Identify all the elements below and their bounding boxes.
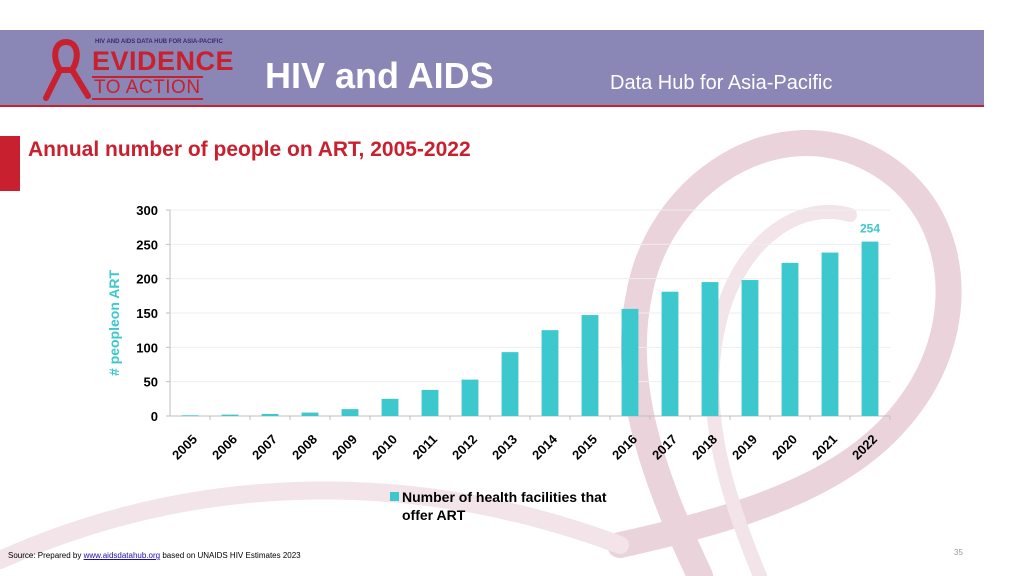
bar-2010 [381,398,399,416]
legend-label-line2: offer ART [402,507,466,523]
source-prefix: Source: Prepared by [8,551,82,560]
x-tick-label: 2017 [649,432,680,463]
title-accent-bar [0,136,20,191]
bar-2005 [181,415,199,417]
header-banner: HIV AND AIDS DATA HUB FOR ASIA-PACIFIC E… [0,30,984,107]
legend-label-line1: Number of health facilities that [402,489,607,505]
logo-word-evidence: EVIDENCE [92,46,235,76]
bar-2020 [781,262,799,416]
header-title: HIV and AIDS [265,55,494,96]
page-number: 35 [954,548,963,557]
y-tick-label: 200 [136,272,158,287]
header-subtitle: Data Hub for Asia-Pacific [610,72,833,94]
legend-swatch [390,492,399,501]
x-tick-label: 2011 [410,432,441,463]
logo-tagline: HIV AND AIDS DATA HUB FOR ASIA-PACIFIC [95,39,223,45]
bar-2009 [341,409,359,416]
bar-2022 [861,241,879,416]
red-ribbon-icon [43,39,91,101]
y-tick-label: 250 [136,237,158,252]
y-axis-label: # peopleon ART [106,270,122,376]
x-tick-label: 2010 [369,432,400,463]
bar-2018 [701,282,719,416]
bar-2014 [541,330,559,416]
bar-2015 [581,315,599,416]
bar-2017 [661,291,679,416]
data-label: 254 [860,222,880,236]
x-tick-label: 2012 [449,432,480,463]
source-link[interactable]: www.aidsdatahub.org [83,551,161,560]
chart-legend: Number of health facilities that offer A… [390,488,650,524]
x-tick-label: 2019 [729,432,760,463]
logo-word-to-action: TO ACTION [92,76,203,100]
x-tick-label: 2014 [529,431,561,463]
x-tick-label: 2013 [489,432,520,463]
x-tick-label: 2007 [249,432,280,463]
bar-2013 [501,352,519,416]
x-tick-label: 2008 [289,432,320,463]
source-note: Source: Prepared by www.aidsdatahub.org … [8,551,301,560]
x-tick-label: 2020 [769,432,800,463]
bar-2012 [461,379,479,416]
page-title: Annual number of people on ART, 2005-202… [28,138,471,161]
bar-2019 [741,280,759,416]
bar-2007 [261,413,279,416]
y-tick-label: 0 [151,409,158,424]
bar-2011 [421,389,439,416]
y-tick-label: 50 [144,375,158,390]
evidence-to-action-logo: HIV AND AIDS DATA HUB FOR ASIA-PACIFIC E… [40,38,240,101]
x-tick-label: 2015 [569,432,600,463]
x-tick-label: 2006 [209,432,240,463]
x-tick-label: 2016 [609,432,640,463]
y-tick-label: 150 [136,306,158,321]
bar-2021 [821,252,839,416]
x-tick-label: 2018 [689,432,720,463]
y-tick-label: 300 [136,203,158,218]
x-tick-label: 2005 [169,432,200,463]
y-tick-label: 100 [136,340,158,355]
x-tick-label: 2021 [809,432,840,463]
bar-2006 [221,414,239,416]
x-tick-label: 2022 [849,432,880,463]
bar-2008 [301,412,319,416]
source-suffix: based on UNAIDS HIV Estimates 2023 [162,551,301,560]
x-tick-label: 2009 [329,432,360,463]
bar-2016 [621,308,639,416]
